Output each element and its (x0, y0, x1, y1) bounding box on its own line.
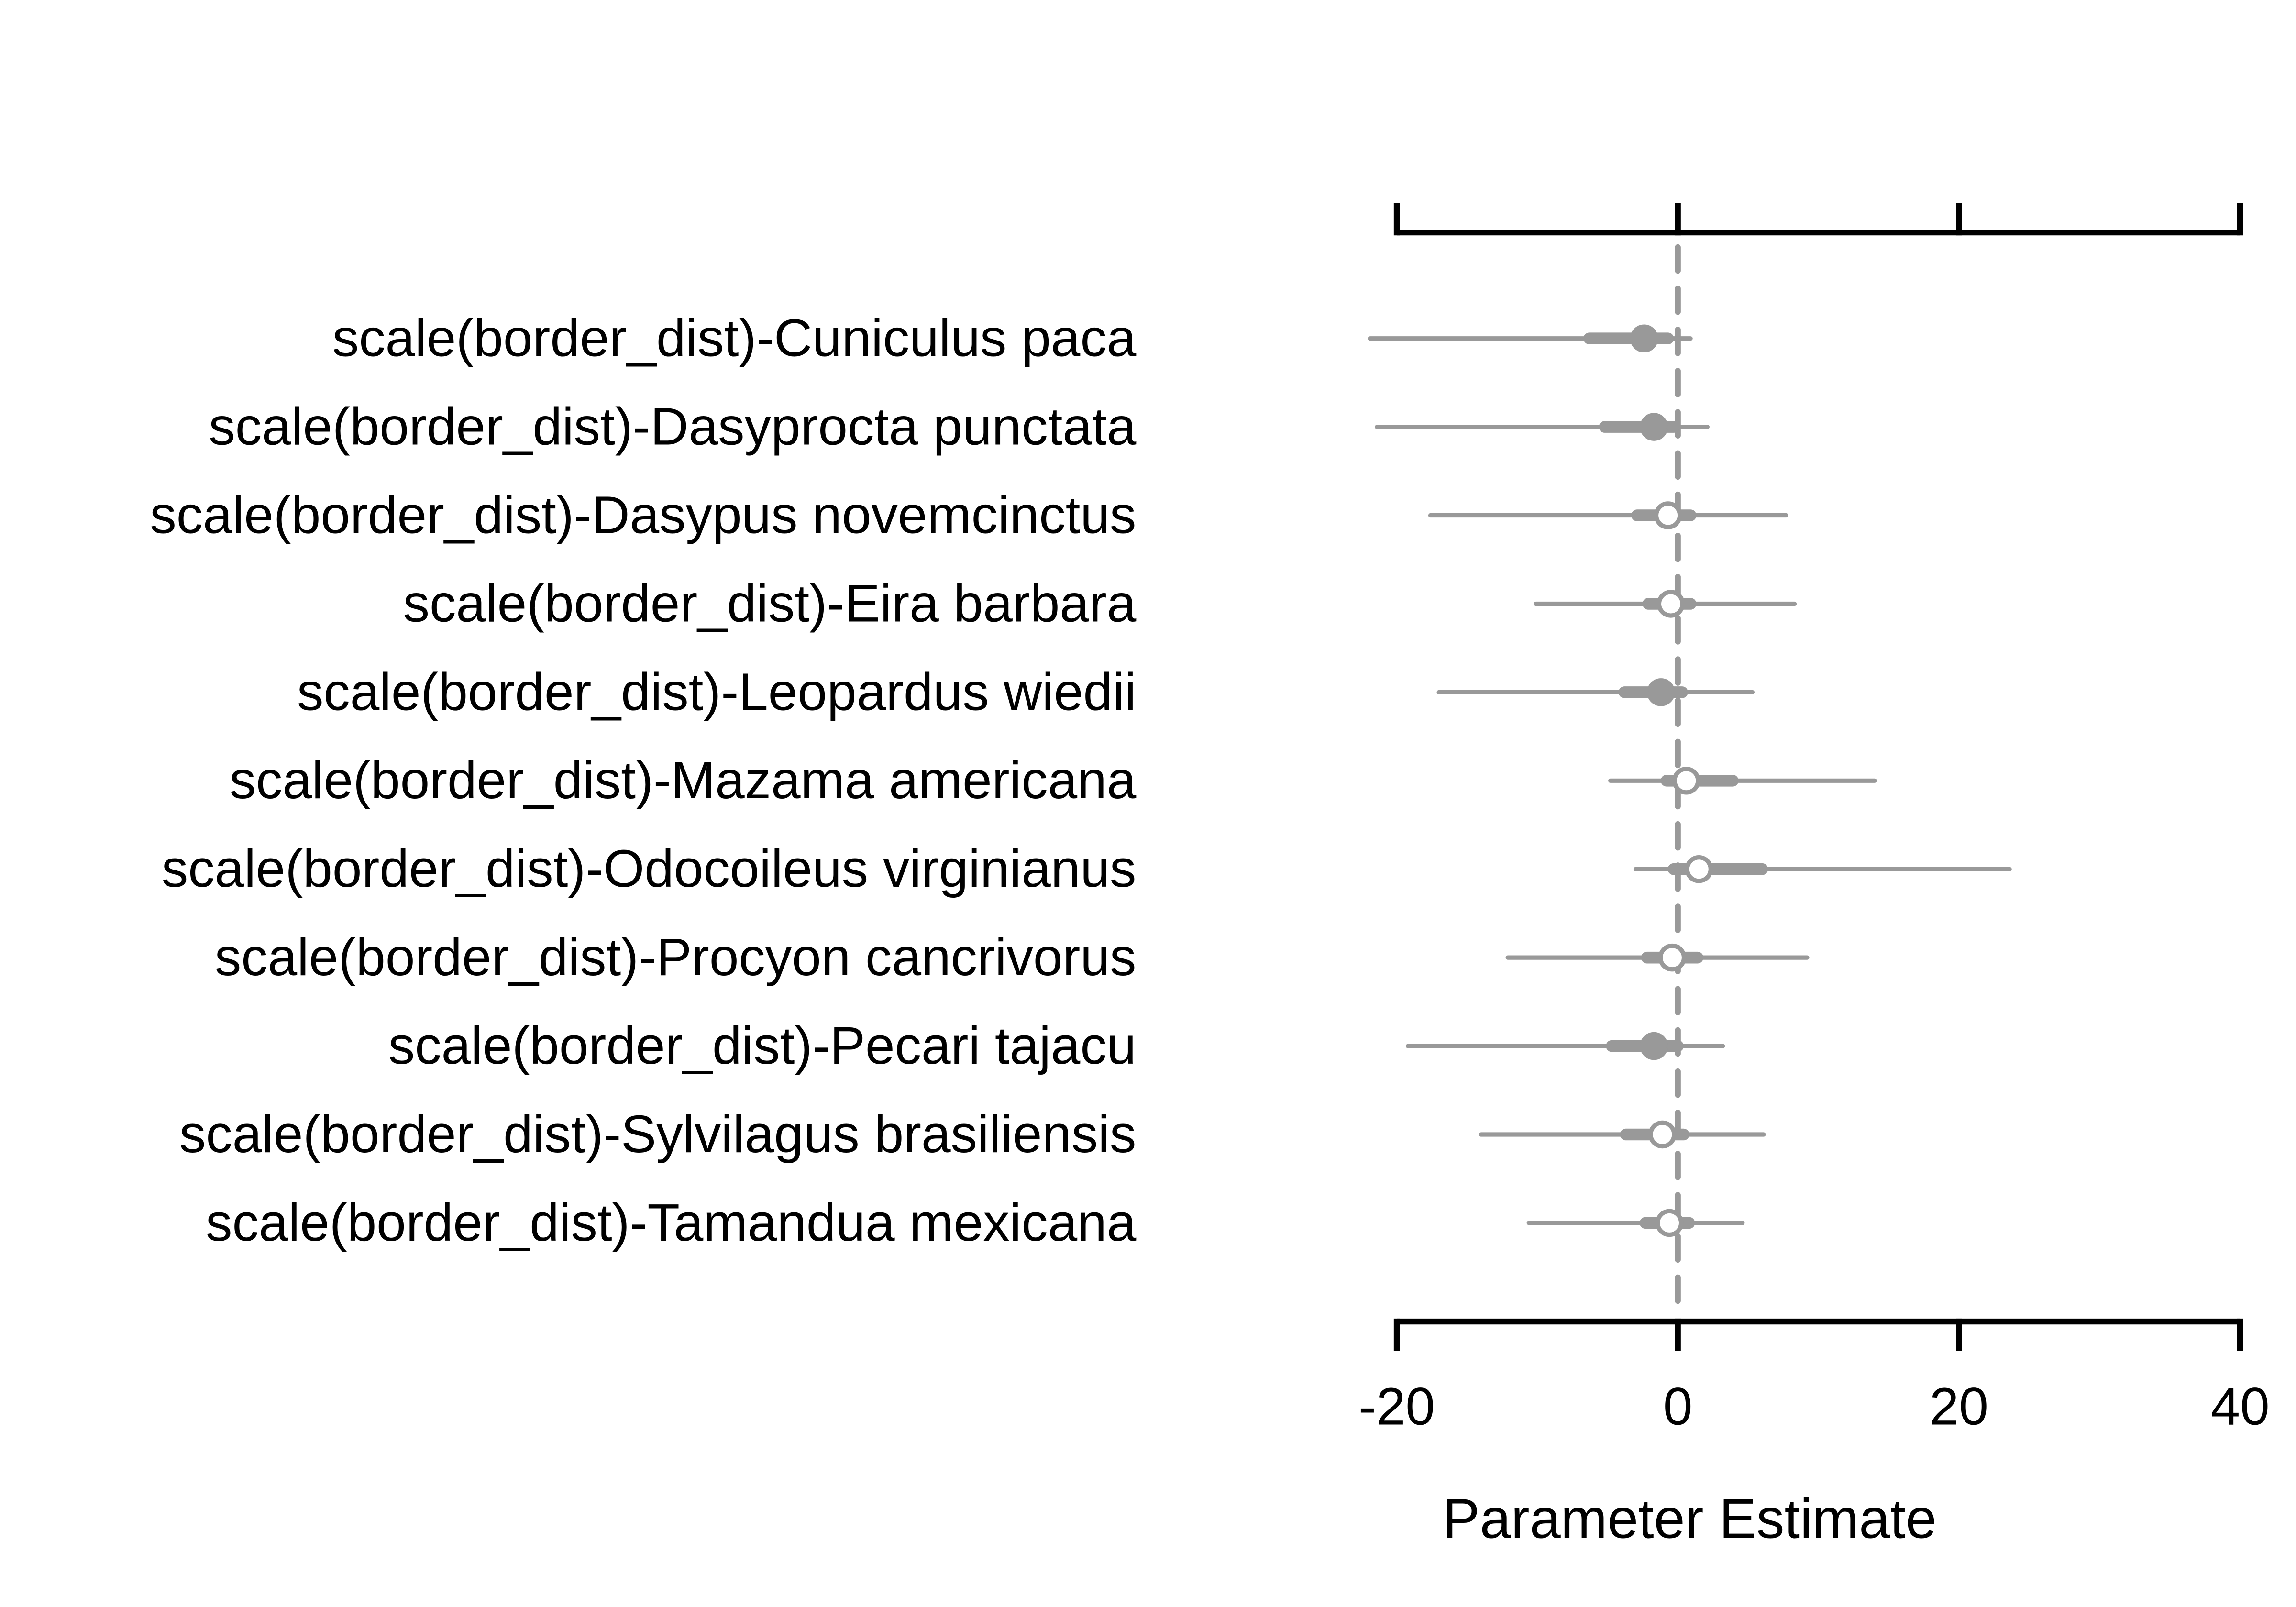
coefficient-row: scale(border_dist)-Sylvilagus brasiliens… (179, 1105, 1766, 1164)
point-estimate (1672, 767, 1700, 795)
coefficient-row: scale(border_dist)-Leopardus wiedii (297, 662, 1755, 721)
bottom-axis: -20 0 20 40 (1358, 1318, 2270, 1436)
coefficient-row: scale(border_dist)-Procyon cancrivorus (215, 928, 1810, 987)
x-tick-label: -20 (1358, 1377, 1435, 1436)
point-estimate (1640, 413, 1668, 441)
coefficient-row: scale(border_dist)-Pecari tajacu (388, 1016, 1725, 1075)
row-label: scale(border_dist)-Pecari tajacu (388, 1016, 1136, 1075)
row-label: scale(border_dist)-Dasypus novemcinctus (150, 485, 1136, 544)
point-estimate (1655, 1209, 1684, 1237)
row-label: scale(border_dist)-Sylvilagus brasiliens… (179, 1105, 1136, 1164)
x-tick-label: 20 (1930, 1377, 1988, 1436)
x-axis-title: Parameter Estimate (1443, 1487, 1937, 1550)
row-label: scale(border_dist)-Procyon cancrivorus (215, 928, 1137, 987)
point-estimate (1658, 943, 1687, 972)
coefficient-row: scale(border_dist)-Cuniculus paca (332, 309, 1693, 368)
point-estimate (1648, 1120, 1677, 1149)
coefficient-rows: scale(border_dist)-Cuniculus paca scale(b… (150, 309, 2012, 1252)
top-axis (1393, 203, 2243, 236)
coefficient-row: scale(border_dist)-Tamandua mexicana (206, 1193, 1745, 1252)
coefficient-row: scale(border_dist)-Odocoileus virginianu… (162, 839, 2012, 898)
point-estimate (1640, 1032, 1668, 1060)
point-estimate (1656, 590, 1685, 618)
row-label: scale(border_dist)-Cuniculus paca (332, 309, 1137, 368)
x-tick-label: 0 (1663, 1377, 1693, 1436)
point-estimate (1630, 324, 1658, 352)
point-estimate (1654, 501, 1682, 529)
coefficient-row: scale(border_dist)-Eira barbara (403, 574, 1797, 633)
coefficient-row: scale(border_dist)-Dasyprocta punctata (209, 397, 1710, 456)
row-label: scale(border_dist)-Eira barbara (403, 574, 1137, 633)
row-label: scale(border_dist)-Mazama americana (230, 751, 1137, 810)
x-tick-label: 40 (2210, 1377, 2269, 1436)
row-label: scale(border_dist)-Leopardus wiedii (297, 662, 1136, 721)
row-label: scale(border_dist)-Dasyprocta punctata (209, 397, 1136, 456)
coefficient-row: scale(border_dist)-Dasypus novemcinctus (150, 485, 1788, 544)
point-estimate (1647, 678, 1675, 706)
point-estimate (1685, 855, 1713, 883)
row-label: scale(border_dist)-Odocoileus virginianu… (162, 839, 1137, 898)
row-label: scale(border_dist)-Tamandua mexicana (206, 1193, 1137, 1252)
coefficient-row: scale(border_dist)-Mazama americana (230, 751, 1877, 810)
